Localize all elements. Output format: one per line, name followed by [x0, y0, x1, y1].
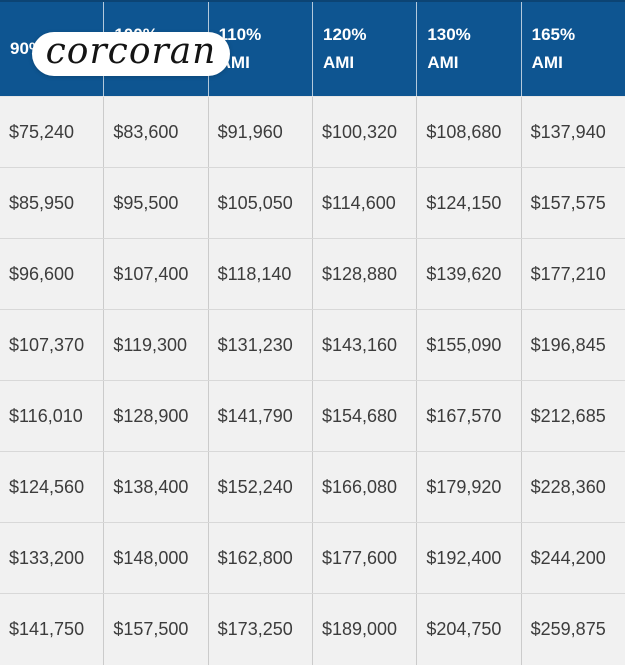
table-header-row: 90% AMI 100% AMI 110% AMI 120% AMI 130% …: [0, 0, 625, 97]
table-row: $141,750 $157,500 $173,250 $189,000 $204…: [0, 594, 625, 665]
table-cell: $228,360: [520, 452, 625, 522]
table-cell: $139,620: [416, 239, 520, 309]
header-cell-120-ami: 120% AMI: [311, 2, 416, 96]
table-row: $116,010 $128,900 $141,790 $154,680 $167…: [0, 381, 625, 452]
table-row: $75,240 $83,600 $91,960 $100,320 $108,68…: [0, 97, 625, 168]
table-cell: $100,320: [311, 97, 416, 167]
table-cell: $173,250: [207, 594, 312, 665]
table-cell: $189,000: [311, 594, 416, 665]
table-cell: $152,240: [207, 452, 312, 522]
corcoran-logo-text: corcoran: [45, 31, 217, 72]
table-cell: $177,210: [520, 239, 625, 309]
table-cell: $128,900: [103, 381, 207, 451]
table-cell: $204,750: [416, 594, 520, 665]
table-cell: $75,240: [9, 121, 75, 142]
table-cell: $137,940: [520, 97, 625, 167]
table-cell: $118,140: [207, 239, 312, 309]
table-cell: $124,150: [416, 168, 520, 238]
table-cell: $108,680: [416, 97, 520, 167]
table-cell: $105,050: [207, 168, 312, 238]
table-cell: $114,600: [311, 168, 416, 238]
table-cell: $91,960: [207, 97, 312, 167]
table-cell: $154,680: [311, 381, 416, 451]
header-label: 120% AMI: [322, 25, 367, 72]
table-cell: $259,875: [520, 594, 625, 665]
table-cell: $212,685: [520, 381, 625, 451]
table-cell: $157,500: [103, 594, 207, 665]
table-cell: $133,200: [9, 547, 85, 568]
table-cell: $141,750: [9, 619, 85, 639]
table-cell: $107,400: [103, 239, 207, 309]
corcoran-logo: corcoran: [32, 32, 230, 76]
table-cell: $244,200: [520, 523, 625, 593]
table-cell: $131,230: [207, 310, 312, 380]
table-cell: $157,575: [520, 168, 625, 238]
table-row: $124,560 $138,400 $152,240 $166,080 $179…: [0, 452, 625, 523]
table-cell: $116,010: [9, 405, 83, 426]
table-cell: $124,560: [9, 476, 85, 497]
table-cell: $167,570: [416, 381, 520, 451]
table-cell: $128,880: [311, 239, 416, 309]
table-cell: $83,600: [103, 97, 207, 167]
table-cell: $141,790: [207, 381, 312, 451]
table-cell: $143,160: [311, 310, 416, 380]
header-label: 130% AMI: [427, 25, 471, 72]
table-row: $96,600 $107,400 $118,140 $128,880 $139,…: [0, 239, 625, 310]
table-cell: $119,300: [103, 310, 207, 380]
table-cell: $138,400: [103, 452, 207, 522]
header-cell-165-ami: 165% AMI: [520, 2, 625, 96]
table-cell: $162,800: [207, 523, 312, 593]
table-cell: $148,000: [103, 523, 207, 593]
table-cell: $85,950: [9, 192, 75, 213]
table-cell: $155,090: [416, 310, 520, 380]
table-cell: $95,500: [103, 168, 207, 238]
table-cell: $177,600: [311, 523, 416, 593]
table-row: $133,200 $148,000 $162,800 $177,600 $192…: [0, 523, 625, 594]
header-label: 165% AMI: [531, 25, 576, 72]
table-body: $75,240 $83,600 $91,960 $100,320 $108,68…: [0, 97, 625, 665]
table-cell: $196,845: [520, 310, 625, 380]
header-cell-130-ami: 130% AMI: [416, 2, 520, 96]
table-cell: $96,600: [9, 263, 75, 284]
table-cell: $179,920: [416, 452, 520, 522]
table-cell: $107,370: [9, 334, 85, 355]
table-row: $85,950 $95,500 $105,050 $114,600 $124,1…: [0, 168, 625, 239]
table-row: $107,370 $119,300 $131,230 $143,160 $155…: [0, 310, 625, 381]
table-cell: $166,080: [311, 452, 416, 522]
table-cell: $192,400: [416, 523, 520, 593]
